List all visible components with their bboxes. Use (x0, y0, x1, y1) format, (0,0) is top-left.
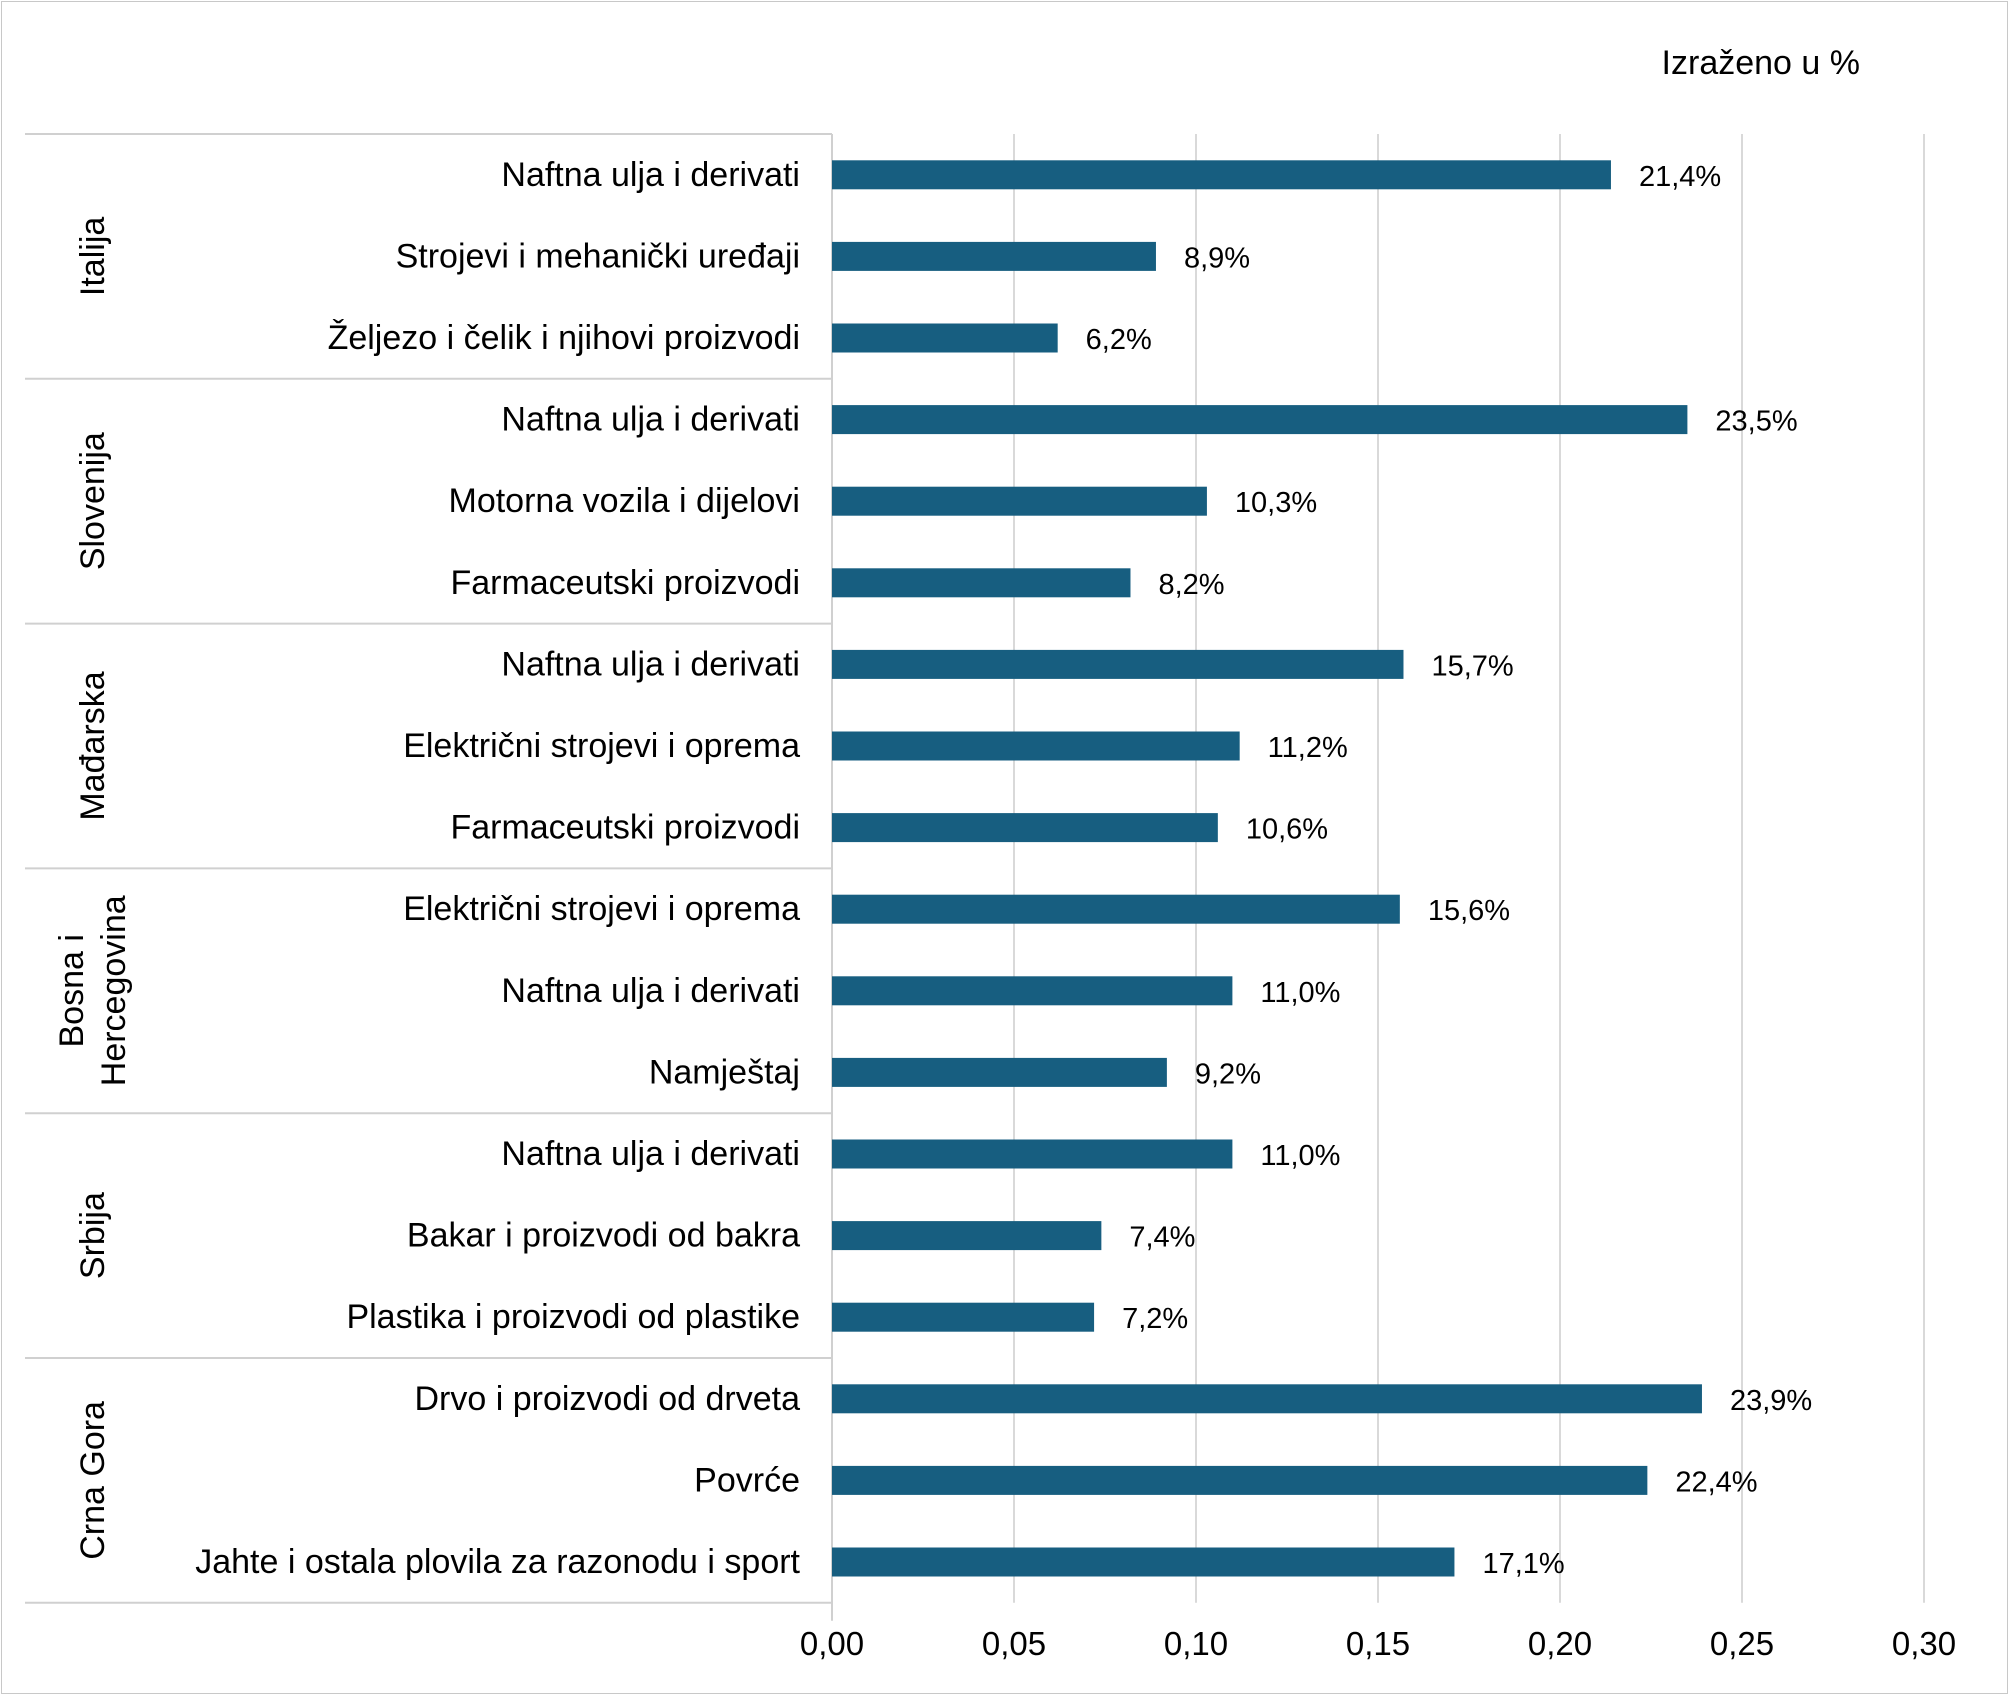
group-label: Crna Gora (74, 1401, 112, 1560)
x-tick-label: 0,20 (1528, 1625, 1592, 1662)
bar (832, 1465, 1648, 1495)
x-tick-label: 0,30 (1892, 1625, 1956, 1662)
data-label: 9,2% (1195, 1058, 1261, 1090)
data-label: 10,3% (1235, 487, 1317, 519)
data-label: 8,9% (1184, 242, 1250, 274)
data-label: 11,0% (1260, 977, 1340, 1009)
bar (832, 323, 1058, 353)
data-label: 6,2% (1086, 324, 1152, 356)
category-label: Električni strojevi i oprema (403, 890, 800, 928)
group-label: Srbija (74, 1192, 112, 1279)
x-tick-label: 0,10 (1164, 1625, 1228, 1662)
bar (832, 1139, 1233, 1169)
bar (832, 1547, 1455, 1577)
bar (832, 649, 1404, 679)
data-label: 8,2% (1158, 569, 1224, 601)
bar (832, 976, 1233, 1006)
group-label: Mađarska (74, 671, 112, 820)
category-label: Jahte i ostala plovila za razonodu i spo… (195, 1543, 800, 1581)
category-label: Farmaceutski proizvodi (450, 564, 800, 602)
bar (832, 1302, 1095, 1332)
data-label: 21,4% (1639, 161, 1721, 193)
group-label: Italija (74, 217, 112, 296)
category-label: Namještaj (649, 1053, 800, 1091)
category-label: Naftna ulja i derivati (501, 645, 800, 683)
data-label: 23,9% (1730, 1385, 1812, 1417)
x-tick-label: 0,00 (800, 1625, 864, 1662)
unit-note: Izraženo u % (1661, 44, 1860, 82)
bar (832, 405, 1688, 435)
data-label: 10,6% (1246, 814, 1328, 846)
category-label: Električni strojevi i oprema (403, 727, 800, 765)
category-label: Naftna ulja i derivati (501, 401, 800, 439)
data-label: 17,1% (1482, 1548, 1564, 1580)
category-label: Naftna ulja i derivati (501, 972, 800, 1010)
group-label: Bosna i Hercegovina (53, 895, 133, 1086)
category-label: Naftna ulja i derivati (501, 156, 800, 194)
bar (832, 1221, 1102, 1251)
category-label: Strojevi i mehanički uređaji (396, 237, 800, 275)
data-label: 7,4% (1129, 1222, 1195, 1254)
x-tick-label: 0,25 (1710, 1625, 1774, 1662)
data-label: 7,2% (1122, 1303, 1188, 1335)
bar (832, 894, 1400, 924)
data-label: 15,7% (1431, 650, 1513, 682)
bar (832, 1384, 1702, 1414)
bar (832, 486, 1207, 516)
category-label: Željezo i čelik i njihovi proizvodi (328, 319, 800, 357)
category-label: Naftna ulja i derivati (501, 1135, 800, 1173)
bar (832, 731, 1240, 761)
category-label: Motorna vozila i dijelovi (449, 482, 801, 520)
data-label: 22,4% (1675, 1466, 1757, 1498)
data-label: 15,6% (1428, 895, 1510, 927)
bar (832, 813, 1218, 843)
category-label: Bakar i proizvodi od bakra (407, 1217, 800, 1255)
category-label: Povrće (694, 1461, 800, 1499)
data-label: 23,5% (1715, 406, 1797, 438)
bar (832, 160, 1611, 190)
category-label: Farmaceutski proizvodi (450, 809, 800, 847)
group-label: Slovenija (74, 432, 112, 570)
x-tick-label: 0,15 (1346, 1625, 1410, 1662)
data-label: 11,2% (1268, 732, 1348, 764)
category-label: Drvo i proizvodi od drveta (414, 1380, 800, 1418)
bar (832, 241, 1156, 271)
data-label: 11,0% (1260, 1140, 1340, 1172)
category-label: Plastika i proizvodi od plastike (346, 1298, 800, 1336)
x-tick-label: 0,05 (982, 1625, 1046, 1662)
bar (832, 568, 1131, 598)
bar (832, 1057, 1167, 1087)
